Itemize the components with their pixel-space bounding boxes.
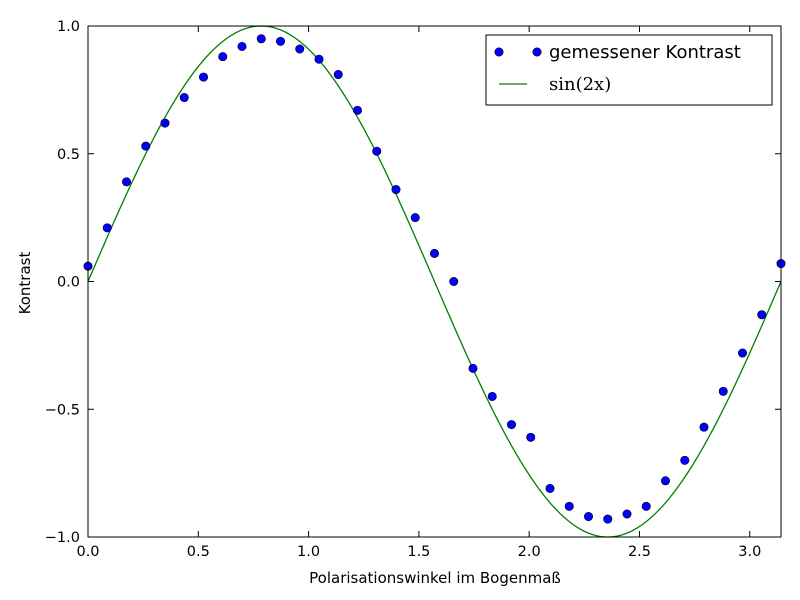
data-point [641, 501, 651, 511]
y-tick-label: 0.0 [57, 275, 80, 291]
data-point [738, 348, 748, 358]
x-tick-label: 1.5 [407, 544, 430, 560]
data-point [237, 41, 247, 51]
data-point [276, 36, 286, 46]
data-point [121, 177, 131, 187]
series-line-sine [87, 25, 782, 538]
data-point [295, 44, 305, 54]
y-tick-label: 1.0 [57, 19, 80, 35]
data-point [102, 223, 112, 233]
y-tick-label: −0.5 [45, 402, 80, 418]
data-point [391, 185, 401, 195]
data-point [160, 118, 170, 128]
y-axis-label: Kontrast [16, 252, 34, 315]
x-axis-label: Polarisationswinkel im Bogenmaß [309, 569, 561, 587]
x-tick-label: 1.0 [297, 544, 320, 560]
x-tick-label: 0.5 [187, 544, 210, 560]
data-point [718, 386, 728, 396]
data-point [141, 141, 151, 151]
data-point [583, 512, 593, 522]
legend-frame [485, 34, 773, 106]
data-point [526, 432, 536, 442]
x-tick-label: 0.0 [76, 544, 99, 560]
data-point [661, 476, 671, 486]
data-point [352, 105, 362, 115]
data-point [179, 93, 189, 103]
data-point [256, 34, 266, 44]
x-tick-label: 3.0 [738, 544, 761, 560]
legend-label-sine: sin(2x) [549, 74, 611, 95]
data-point [333, 70, 343, 80]
y-tick-label: −1.0 [45, 530, 80, 546]
y-tick-label: 0.5 [57, 147, 80, 163]
data-point [410, 213, 420, 223]
legend: gemessener Kontrast sin(2x) [485, 34, 773, 106]
data-point [487, 391, 497, 401]
data-point [314, 54, 324, 64]
x-tick-label: 2.5 [628, 544, 651, 560]
data-point [218, 52, 228, 62]
legend-label-measured: gemessener Kontrast [549, 42, 741, 63]
data-point [757, 310, 767, 320]
data-point [449, 276, 459, 286]
data-point [372, 146, 382, 156]
plot-area: 0.0 0.5 1.0 1.5 2.0 2.5 3.0 1.0 0.5 0.0 −0.5 −1.0 [45, 19, 786, 560]
x-tick-label: 2.0 [518, 544, 541, 560]
data-point [699, 422, 709, 432]
data-point [545, 483, 555, 493]
data-point [468, 363, 478, 373]
legend-marker-dot-1 [494, 47, 504, 57]
data-point [622, 509, 632, 519]
data-point [603, 514, 613, 524]
data-point [564, 501, 574, 511]
data-point [199, 72, 209, 82]
data-point [430, 248, 440, 258]
data-point [507, 420, 517, 430]
legend-marker-dot-2 [532, 47, 542, 57]
data-point [680, 455, 690, 465]
